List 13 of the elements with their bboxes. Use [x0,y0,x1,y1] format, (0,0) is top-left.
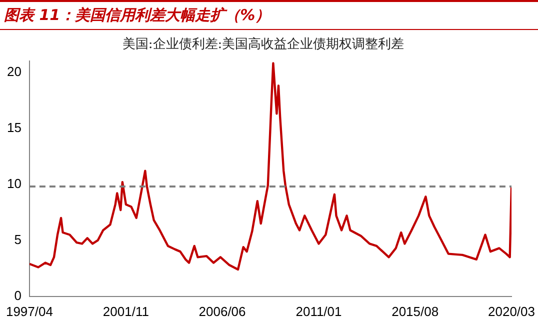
x-tick-label: 2006/06 [198,304,246,319]
x-tick-label: 2020/03 [488,304,536,319]
y-tick-label: 15 [6,120,22,135]
y-tick-label: 5 [14,232,22,247]
x-tick-label: 2001/11 [102,304,149,319]
series-label: 美国:企业债利差:美国高收益企业债期权调整利差 [122,36,404,52]
y-tick-label: 10 [6,176,22,191]
chart-title: 图表 11：美国信用利差大幅走扩（%） [0,0,538,30]
x-tick-label: 2015/08 [392,304,439,319]
y-tick-label: 20 [6,64,22,79]
x-tick-label: 1997/04 [6,304,53,319]
y-tick-label: 0 [14,288,22,303]
x-tick-label: 2011/01 [296,304,342,319]
